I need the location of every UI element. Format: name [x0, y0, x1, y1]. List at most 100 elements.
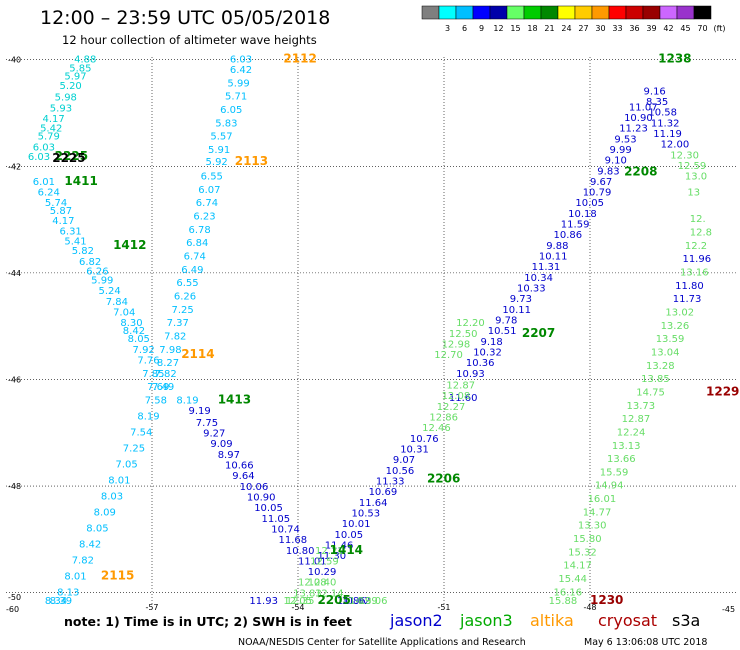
color-scale-label: 12 [493, 24, 503, 33]
wave-height-point: 6.55 [201, 172, 223, 183]
pass-time-label: 2115 [101, 568, 134, 582]
color-scale-swatch [489, 5, 508, 20]
color-scale-label: 36 [629, 24, 639, 33]
wave-height-point: 11.01 [298, 556, 327, 567]
color-scale-swatch [540, 5, 559, 20]
wave-height-point: 6.03 [33, 142, 55, 153]
wave-height-point: 11.73 [673, 294, 702, 305]
wave-height-point: 7.76 [137, 355, 159, 366]
wave-height-point: 7.69 [147, 382, 169, 393]
wave-height-point: 8.01 [108, 475, 130, 486]
wave-height-point: 9.99 [609, 145, 631, 156]
wave-height-point: 8.30 [120, 318, 142, 329]
wave-height-point: 10.80 [286, 546, 315, 557]
color-scale-label: 18 [527, 24, 537, 33]
color-scale-swatch [455, 5, 474, 20]
wave-height-point: 7.84 [106, 297, 128, 308]
pass-time-label: 2207 [522, 326, 555, 340]
wave-height-point: 10.11 [502, 305, 531, 316]
wave-height-point: 5.71 [225, 92, 247, 103]
color-scale-swatch [608, 5, 627, 20]
generated-timestamp: May 6 13:06:08 UTC 2018 [584, 637, 707, 648]
wave-height-point: 11.23 [619, 124, 648, 135]
wave-height-point: 5.97 [64, 71, 86, 82]
wave-height-point: 9.19 [189, 406, 211, 417]
wave-height-point: 7.85 [142, 369, 164, 380]
wave-height-point: 12.70 [434, 350, 463, 361]
wave-height-point: 8.05 [128, 334, 150, 345]
wave-height-point: 7.49 [152, 382, 174, 393]
color-scale-label: 9 [479, 24, 484, 33]
color-scale-label: 30 [595, 24, 605, 33]
pass-time-label: 1412 [113, 238, 146, 252]
wave-height-point: 12.86 [429, 413, 458, 424]
wave-height-point: 10.56 [386, 466, 415, 477]
chart-title: 12:00 – 23:59 UTC 05/05/2018 [40, 7, 330, 29]
wave-height-point: 7.82 [72, 555, 94, 566]
color-scale-swatch [591, 5, 610, 20]
wave-height-point: 5.85 [69, 63, 91, 74]
color-scale-swatch [676, 5, 695, 20]
color-scale-swatch [421, 5, 440, 20]
wave-height-point: 7.92 [133, 345, 155, 356]
wave-height-point: 11.32 [651, 118, 680, 129]
wave-height-point: 9.07 [393, 455, 415, 466]
wave-height-point: 8.97 [218, 450, 240, 461]
pass-time-label: 2112 [283, 51, 316, 65]
wave-height-point: 6.84 [186, 238, 208, 249]
wave-height-point: 11.31 [532, 262, 561, 273]
wave-height-point: 10.29 [308, 567, 337, 578]
wave-height-point: 5.99 [91, 276, 113, 287]
pass-time-label: 1411 [64, 174, 97, 188]
wave-height-point: 6.05 [220, 105, 242, 116]
pass-time-label: 2225 [52, 151, 85, 165]
pass-time-label: 2114 [181, 347, 214, 361]
wave-height-point: 9.09 [210, 439, 232, 450]
color-scale-swatch [693, 5, 712, 20]
credit-line: NOAA/NESDIS Center for Satellite Applica… [238, 637, 526, 648]
wave-height-point: 8.05 [86, 523, 108, 534]
wave-height-point: 11.68 [279, 535, 308, 546]
wave-height-point: 7.82 [164, 331, 186, 342]
y-tick-label: -42 [8, 162, 21, 171]
wave-height-point: 7.04 [113, 308, 135, 319]
wave-height-point: 10.31 [400, 444, 429, 455]
legend-cryosat: cryosat [598, 611, 657, 630]
wave-height-point: 14.94 [595, 481, 624, 492]
wave-height-point: 13.28 [646, 361, 675, 372]
wave-height-point: 11.80 [675, 281, 704, 292]
wave-height-point: 11.02 [342, 596, 371, 607]
wave-height-point: 7.82 [154, 369, 176, 380]
wave-height-point: 12.08 [442, 391, 471, 402]
wave-height-point: 8.35 [646, 97, 668, 108]
wave-height-point: 6.74 [196, 198, 218, 209]
color-scale-swatch [438, 5, 457, 20]
wave-height-point: 10.93 [456, 369, 485, 380]
wave-height-point: 8.13 [57, 587, 79, 598]
wave-height-point: 10.33 [517, 284, 546, 295]
pass-time-label: 1414 [330, 543, 363, 557]
wave-height-point: 13.66 [607, 454, 636, 465]
wave-height-point: 10.32 [473, 347, 502, 358]
color-scale-label: 15 [510, 24, 520, 33]
color-scale-swatch [472, 5, 491, 20]
wave-height-point: 11.59 [561, 220, 590, 231]
y-tick-label: -40 [8, 56, 21, 65]
wave-height-point: 5.83 [215, 118, 237, 129]
wave-height-point: 8.34 [45, 596, 67, 607]
color-scale-swatch [625, 5, 644, 20]
wave-height-point: 13.59 [656, 334, 685, 345]
wave-height-point: 9.27 [203, 429, 225, 440]
wave-height-point: 8.39 [50, 596, 72, 607]
pass-time-label: 2206 [427, 471, 460, 485]
wave-height-point: 8.19 [176, 395, 198, 406]
wave-height-point: 10.11 [539, 252, 568, 263]
pass-time-label: 1229 [706, 384, 739, 398]
wave-height-point: 10.18 [568, 209, 597, 220]
wave-height-point: 6.26 [86, 266, 108, 277]
wave-height-point: 11.46 [325, 540, 354, 551]
wave-height-point: 14.75 [636, 387, 665, 398]
wave-height-point: 11.05 [262, 514, 291, 525]
wave-height-point: 6.49 [181, 265, 203, 276]
wave-height-point: 12. [690, 214, 706, 225]
